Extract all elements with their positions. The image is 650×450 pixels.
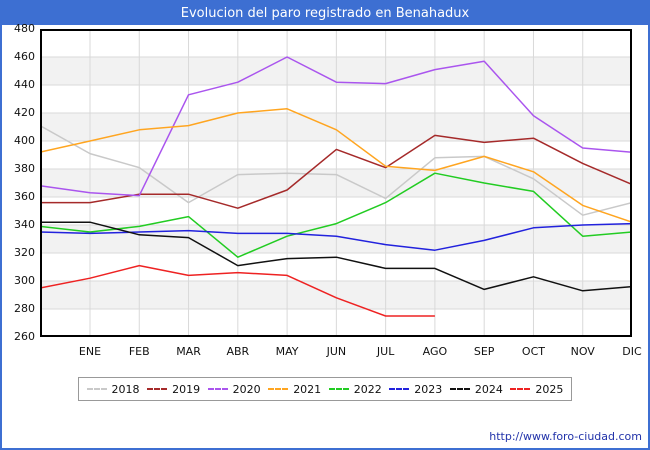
legend-item-2022: 2022 [328,382,382,396]
legend-item-2024: 2024 [449,382,503,396]
series-line-2023 [40,222,632,251]
legend-label-2022: 2022 [353,382,382,396]
legend-swatch-2025 [510,388,531,390]
x-tick-FEB: FEB [128,345,150,358]
legend-label-2023: 2023 [414,382,443,396]
legend-label-2025: 2025 [535,382,564,396]
y-tick-360: 360 [14,190,35,203]
series-line-2021 [40,108,632,223]
legend-swatch-2021 [268,388,289,390]
legend-swatch-2022 [328,388,349,390]
legend-item-2025: 2025 [510,383,563,396]
x-tick-OCT: OCT [521,345,545,358]
legend-label-2018: 2018 [111,382,140,396]
x-tick-SEP: SEP [473,345,495,358]
y-tick-380: 380 [14,162,35,175]
legend-label-2024: 2024 [474,382,503,396]
legend-label-2019: 2019 [172,382,201,396]
plot-area [40,29,632,337]
y-tick-280: 280 [14,302,35,315]
legend-swatch-2024 [449,388,470,390]
x-tick-NOV: NOV [570,345,595,358]
y-tick-460: 460 [14,50,35,63]
legend-swatch-2020 [207,388,228,390]
x-tick-DIC: DIC [622,345,642,358]
legend-item-2020: 2020 [207,382,261,396]
y-tick-400: 400 [14,134,35,147]
y-tick-320: 320 [14,246,35,259]
legend-item-2018: 2018 [86,382,140,396]
x-tick-AGO: AGO [422,345,448,358]
series-line-2018 [40,124,632,216]
legend-label-2021: 2021 [293,382,322,396]
legend-swatch-2019 [147,388,168,390]
y-tick-340: 340 [14,218,35,231]
y-tick-440: 440 [14,78,35,91]
line-chart [40,29,632,337]
legend-swatch-2023 [389,388,410,390]
legend-swatch-2018 [86,388,107,390]
legend: 2018 2019 2020 2021 2022 2023 2024 2025 [78,377,572,401]
series-line-2020 [40,56,632,197]
x-tick-MAR: MAR [176,345,201,358]
footer-link[interactable]: http://www.foro-ciudad.com [489,430,642,443]
y-tick-420: 420 [14,106,35,119]
legend-item-2021: 2021 [268,383,321,396]
x-tick-MAY: MAY [275,345,299,358]
x-tick-JUN: JUN [326,345,347,358]
y-tick-480: 480 [14,22,35,35]
y-tick-300: 300 [14,274,35,287]
x-tick-JUL: JUL [376,345,395,358]
series-line-2022 [40,172,632,258]
chart-title: Evolucion del paro registrado en Benahad… [2,2,648,25]
x-tick-ENE: ENE [78,345,102,358]
series-line-2024 [40,221,632,292]
x-tick-ABR: ABR [226,345,250,358]
legend-label-2020: 2020 [232,382,261,396]
legend-item-2023: 2023 [389,383,442,396]
series-line-2025 [40,264,435,317]
plot-border [40,29,632,337]
legend-item-2019: 2019 [147,383,200,396]
y-tick-260: 260 [14,330,35,343]
